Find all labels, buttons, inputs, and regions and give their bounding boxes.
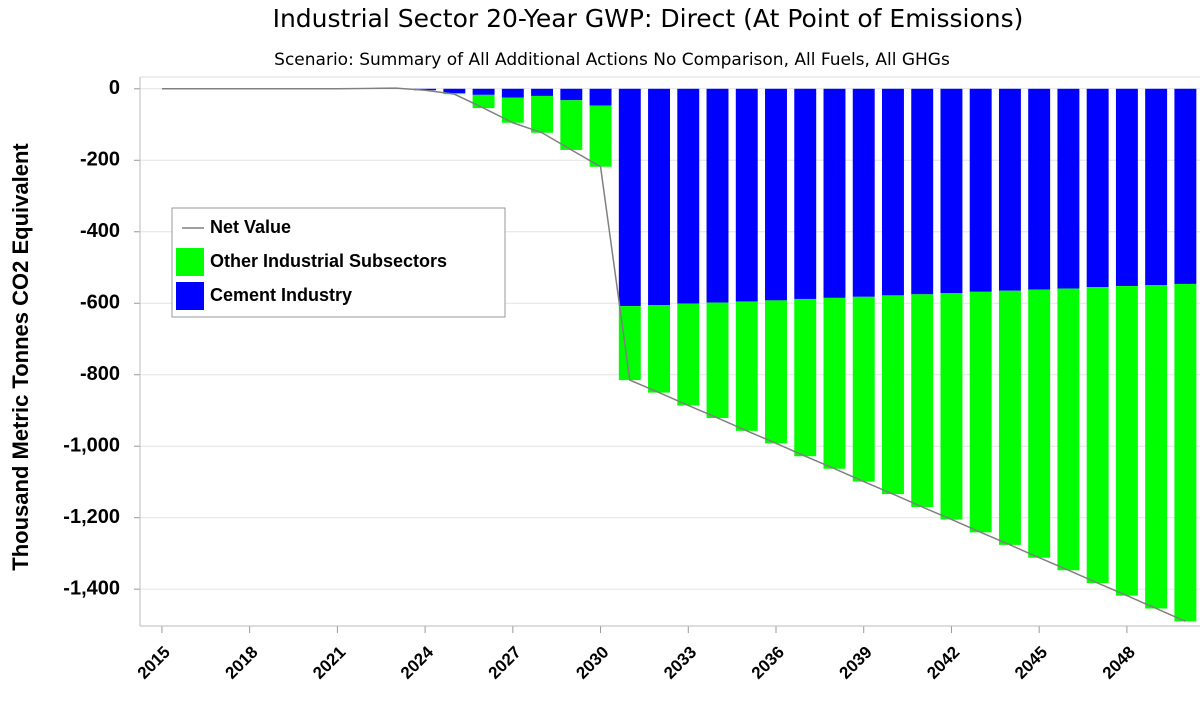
x-tick-label: 2033 [660, 643, 700, 683]
x-tick-label: 2018 [221, 643, 261, 683]
y-tick-label: -1,400 [63, 577, 120, 599]
bar [882, 295, 904, 495]
y-tick-label: -1,200 [63, 506, 120, 528]
x-tick-label: 2042 [923, 643, 963, 683]
bar [911, 88, 934, 295]
x-tick-label: 2036 [748, 643, 788, 683]
bar [443, 88, 466, 94]
bar [1174, 88, 1197, 284]
bar [531, 95, 554, 133]
bar [998, 88, 1021, 291]
bar [677, 303, 700, 406]
x-tick-label: 2024 [397, 642, 438, 683]
y-tick-label: -1,000 [63, 434, 120, 456]
bar [794, 88, 817, 299]
bar [501, 88, 524, 98]
bar [940, 88, 963, 294]
bar [823, 297, 846, 469]
bar [618, 306, 641, 381]
y-tick-label: -400 [80, 220, 120, 242]
legend-box [171, 207, 506, 318]
chart-subtitle: Scenario: Summary of All Additional Acti… [274, 50, 950, 70]
bar [911, 294, 934, 507]
x-tick-label: 2048 [1099, 643, 1139, 683]
bar [706, 88, 729, 303]
bar [998, 290, 1021, 545]
bar [852, 296, 875, 482]
bar [1028, 289, 1051, 558]
bar [501, 97, 524, 123]
bar [1057, 288, 1080, 571]
net-line [161, 87, 1186, 623]
x-tick-label: 2030 [572, 643, 612, 683]
bar [648, 88, 670, 306]
bar [1086, 287, 1109, 584]
y-tick-label: -800 [80, 363, 120, 385]
y-tick-label: -200 [80, 149, 120, 171]
x-tick-label: 2021 [309, 643, 349, 683]
bar [852, 88, 875, 297]
bar [1174, 283, 1197, 622]
y-axis-label: Thousand Metric Tonnes CO2 Equivalent [8, 143, 33, 571]
bar [1115, 286, 1138, 596]
bar [560, 88, 583, 101]
bar [794, 298, 817, 457]
bar [560, 100, 583, 150]
bar [940, 293, 963, 520]
x-tick-label: 2015 [134, 643, 174, 683]
bar [1145, 88, 1168, 286]
bar [765, 88, 787, 301]
bar [648, 305, 670, 393]
bar [589, 105, 612, 167]
bar [1028, 88, 1051, 290]
bar [765, 300, 787, 444]
bar [706, 302, 729, 418]
bar [531, 88, 554, 96]
bar [823, 88, 846, 298]
x-tick-label: 2027 [485, 643, 525, 683]
bar [1057, 88, 1080, 289]
y-tick-label: -600 [80, 292, 120, 314]
y-tick-label: 0 [109, 77, 120, 99]
x-tick-label: 2045 [1011, 643, 1051, 683]
legend-swatch [176, 248, 204, 276]
bar [472, 94, 495, 109]
bar [735, 88, 758, 302]
bar [677, 88, 700, 304]
legend-label: Other Industrial Subsectors [210, 251, 447, 271]
bar [735, 301, 758, 431]
bar [1115, 88, 1138, 287]
legend-swatch [176, 282, 204, 310]
bar [1145, 285, 1168, 609]
bar [589, 88, 612, 106]
legend-label: Cement Industry [210, 285, 352, 305]
bar [472, 88, 495, 95]
bar [969, 88, 992, 292]
bar [969, 291, 992, 533]
bar [618, 88, 641, 307]
bar [882, 88, 904, 296]
x-tick-label: 2039 [836, 643, 876, 683]
bar [1086, 88, 1109, 288]
chart-title: Industrial Sector 20-Year GWP: Direct (A… [273, 4, 1024, 33]
legend-label: Net Value [210, 217, 291, 237]
